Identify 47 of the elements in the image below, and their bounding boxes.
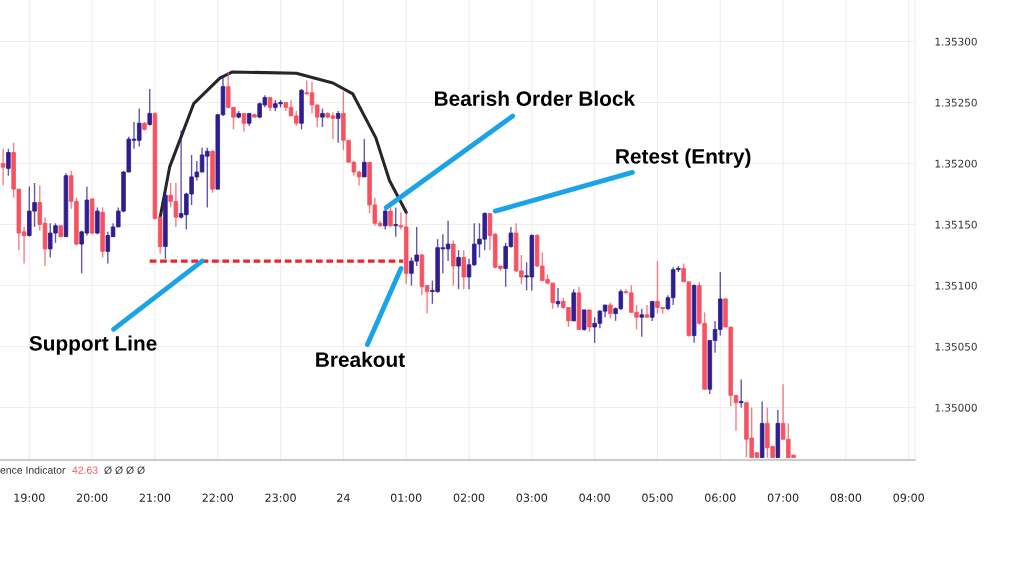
candlestick [147, 88, 152, 127]
x-tick-label: 22:00 [202, 493, 234, 502]
candlestick [639, 308, 644, 338]
candlestick [456, 249, 461, 290]
candlestick [738, 378, 744, 409]
text: 42.63 [72, 466, 98, 474]
annotation: Breakout [316, 351, 405, 368]
y-tick-label: 1.35200 [935, 159, 977, 168]
y-tick-label: 1.35100 [935, 281, 977, 290]
y-tick-label: 1.35300 [935, 37, 977, 46]
candlestick [95, 206, 100, 235]
candlestick [6, 148, 11, 177]
candlestick [644, 304, 650, 318]
y-tick-label: 1.35150 [935, 220, 977, 229]
candlestick [0, 148, 6, 187]
x-tick-label: 23:00 [265, 493, 296, 502]
text: Ø Ø Ø Ø [104, 466, 145, 474]
candlestick [461, 249, 467, 290]
y-tick-label: 1.35050 [935, 342, 977, 351]
x-tick-label: 05:00 [642, 493, 673, 502]
x-tick-label: 21:00 [139, 493, 171, 502]
y-tick-label: 1.35000 [935, 403, 977, 412]
x-tick-label: 03:00 [516, 493, 548, 502]
candlestick [451, 239, 456, 287]
candlestick [649, 300, 655, 322]
candlestick [393, 206, 398, 238]
annotation: Bearish Order Block [434, 90, 636, 107]
annotation: Support Line [29, 335, 157, 355]
x-tick-label: 09:00 [893, 493, 924, 502]
x-tick-label: 02:00 [453, 493, 485, 502]
x-tick-label: 01:00 [390, 493, 422, 502]
x-tick-label: 06:00 [705, 493, 736, 502]
x-tick-label: 19:00 [14, 493, 45, 502]
candlestick [335, 110, 341, 144]
y-tick-label: 1.35250 [935, 98, 977, 107]
annotation: Retest (Entry) [616, 148, 751, 168]
candlestick [320, 107, 325, 128]
x-tick-label: 04:00 [579, 493, 610, 502]
candlestick [581, 309, 587, 332]
x-tick-label: 08:00 [830, 493, 862, 502]
x-tick-label: 20:00 [76, 493, 108, 502]
candlestick [362, 138, 367, 178]
text: ence Indicator [0, 466, 66, 474]
x-tick-label: 07:00 [767, 493, 799, 502]
x-tick-label: 24 [337, 493, 350, 502]
candlestick [587, 309, 592, 333]
candlestick [241, 112, 247, 133]
